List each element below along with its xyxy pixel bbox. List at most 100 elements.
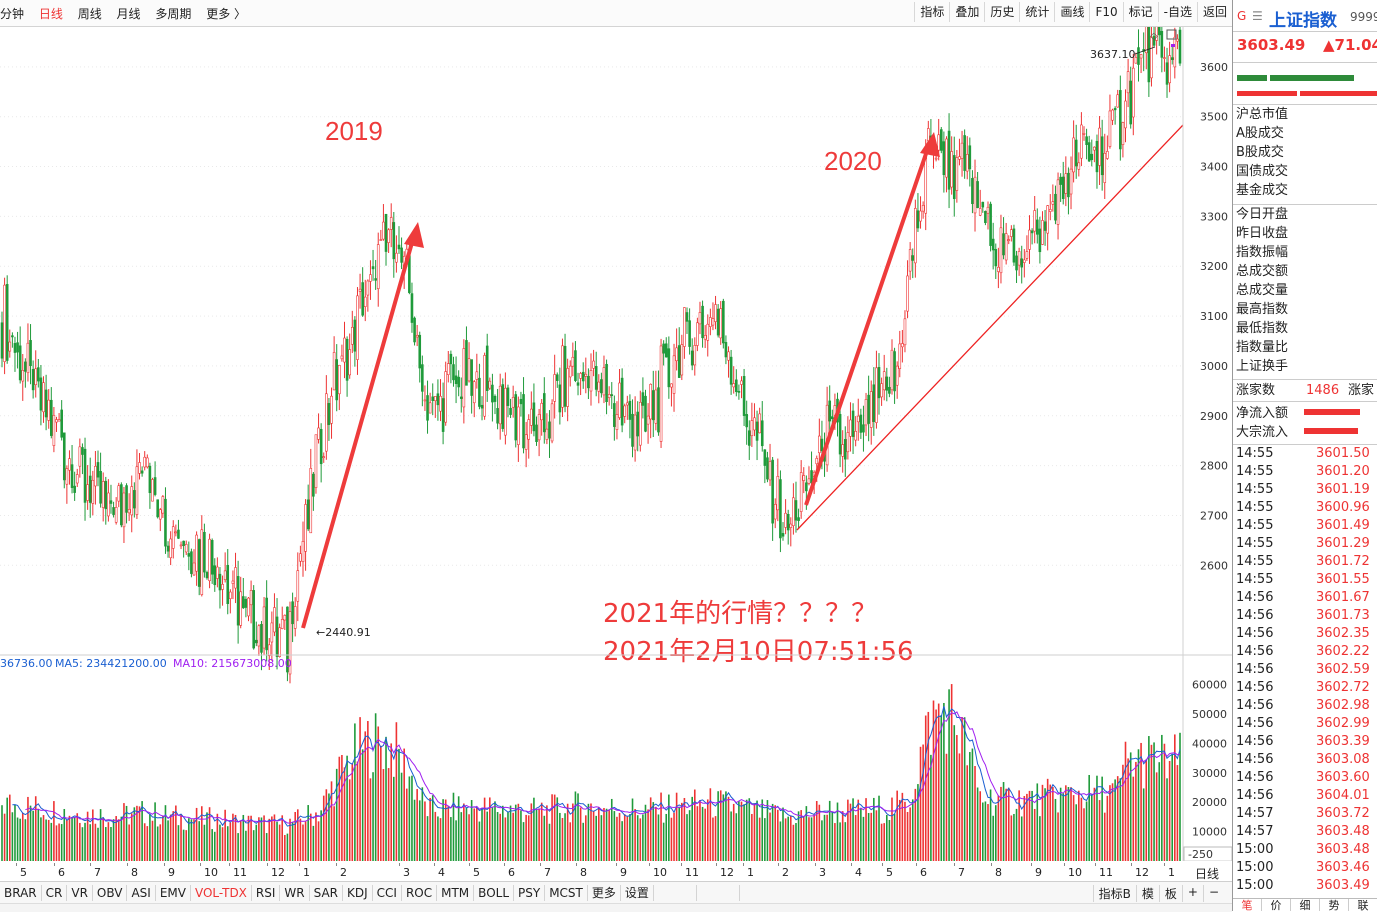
candle-body (493, 395, 497, 402)
quote-tab[interactable]: 细 (1291, 899, 1320, 911)
volume-bar (717, 791, 719, 861)
remove-watchlist-button[interactable]: -自选 (1157, 2, 1197, 22)
template-button[interactable]: 模 (1135, 885, 1159, 902)
candle-body (179, 544, 183, 547)
indicator-tab[interactable]: VOL-TDX (191, 885, 252, 901)
draw-line-button[interactable]: 画线 (1054, 2, 1089, 22)
volume-bar (1132, 776, 1135, 861)
tick-row: 14:57 3603.48 (1236, 823, 1376, 841)
history-button[interactable]: 历史 (984, 2, 1019, 22)
f10-button[interactable]: F10 (1089, 2, 1122, 22)
price-axis-label: 2800 (1200, 460, 1228, 473)
g-icon[interactable]: G (1237, 9, 1247, 23)
period-tab[interactable]: 月线 (116, 7, 141, 21)
candle-body (221, 584, 224, 590)
volume-bar (1078, 790, 1080, 861)
current-price: 3603.49 (1237, 36, 1306, 54)
more-menu[interactable]: 更多 〉 (206, 7, 247, 21)
window-icon[interactable] (1166, 29, 1177, 40)
indicator-tab[interactable]: WR (280, 885, 310, 901)
tick-price: 3601.20 (1316, 464, 1370, 479)
indicator-tab[interactable]: EMV (156, 885, 191, 901)
indicator-tab[interactable]: CR (42, 885, 68, 901)
indicator-tab[interactable]: 更多 (588, 885, 621, 901)
period-tab[interactable]: 周线 (77, 7, 102, 21)
menu-icon[interactable]: ☰ (1252, 9, 1263, 23)
period-tab-daily[interactable]: 日线 (38, 7, 63, 21)
candle-body (353, 319, 357, 352)
candle-body (314, 434, 318, 488)
volume-bar (55, 825, 58, 861)
indicator-tab[interactable]: 设置 (621, 885, 654, 901)
candle-body (1093, 146, 1096, 151)
volume-bar (940, 715, 943, 861)
volume-bar (123, 803, 125, 861)
indicator-tab[interactable]: BOLL (474, 885, 515, 901)
indicator-tab[interactable]: SAR (310, 885, 343, 901)
volume-bar (1127, 758, 1129, 861)
candle-body (735, 379, 738, 392)
volume-bar (683, 797, 686, 861)
candle-body (459, 396, 463, 399)
period-tab[interactable]: 多周期 (155, 7, 192, 21)
indicator-tab[interactable]: MCST (545, 885, 588, 901)
volume-bar (1085, 801, 1088, 861)
volume-bar (603, 807, 605, 861)
back-button[interactable]: 返回 (1196, 2, 1232, 22)
indicator-tab[interactable]: RSI (252, 885, 281, 901)
volume-bar (6, 797, 8, 861)
indicator-tab[interactable]: CCI (373, 885, 402, 901)
volume-bar (496, 812, 499, 861)
volume-ma-line (25, 711, 1181, 824)
horizontal-scrollbar[interactable] (0, 903, 1232, 912)
volume-bar (585, 815, 587, 861)
candle-body (327, 403, 331, 425)
indicator-tab[interactable]: KDJ (343, 885, 373, 901)
candle-body (366, 280, 370, 296)
volume-bar (504, 817, 507, 861)
volume-bar (577, 793, 579, 861)
quote-tab[interactable]: 价 (1262, 899, 1291, 911)
stats-button[interactable]: 统计 (1019, 2, 1054, 22)
candle-body (55, 419, 58, 423)
indicator-button[interactable]: 指标 (914, 2, 949, 22)
indicator-tab[interactable]: MTM (437, 885, 475, 901)
volume-bar (494, 801, 496, 861)
quote-tab[interactable]: 势 (1320, 899, 1349, 911)
candle-body (434, 396, 437, 402)
period-tab[interactable]: 分钟 (0, 7, 25, 21)
indicator-tab[interactable]: ROC (402, 885, 438, 901)
board-button[interactable]: 板 (1158, 885, 1182, 902)
volume-bar (997, 795, 1000, 861)
zoom-out-button[interactable]: − (1202, 885, 1224, 902)
indicator-tab[interactable]: PSY (514, 885, 546, 901)
overlay-button[interactable]: 叠加 (949, 2, 984, 22)
candle-body (667, 348, 671, 388)
kline-chart[interactable]: 3600 3500 3400 3300 3200 3100 3000 2900 2800 2700… (0, 27, 1232, 861)
candle-body (182, 540, 185, 546)
candle-body (475, 371, 479, 380)
indicator-tab[interactable]: VR (67, 885, 93, 901)
indicator-tab[interactable]: BRAR (0, 885, 42, 901)
volume-bar (188, 818, 190, 861)
zoom-in-button[interactable]: + (1181, 885, 1203, 902)
volume-bar (219, 824, 221, 861)
volume-bar (1163, 743, 1166, 861)
quote-tab[interactable]: 联 (1349, 899, 1377, 911)
candle-body (39, 377, 43, 411)
volume-bar (341, 754, 343, 861)
volume-bar (719, 790, 722, 861)
indicator-tab[interactable] (654, 885, 697, 901)
quote-tab[interactable]: 笔 (1233, 899, 1262, 911)
candle-body (955, 157, 959, 191)
indicator-b-button[interactable]: 指标B (1092, 885, 1136, 902)
volume-bar (522, 822, 525, 861)
mark-button[interactable]: 标记 (1122, 2, 1158, 22)
volume-bar (800, 810, 802, 861)
indicator-tab[interactable]: ASI (127, 885, 156, 901)
indicator-tab[interactable]: OBV (93, 885, 128, 901)
candle-body (446, 363, 450, 375)
indicator-tab[interactable] (697, 885, 740, 901)
tick-time: 14:55 (1236, 536, 1274, 551)
month-tick (299, 863, 300, 866)
